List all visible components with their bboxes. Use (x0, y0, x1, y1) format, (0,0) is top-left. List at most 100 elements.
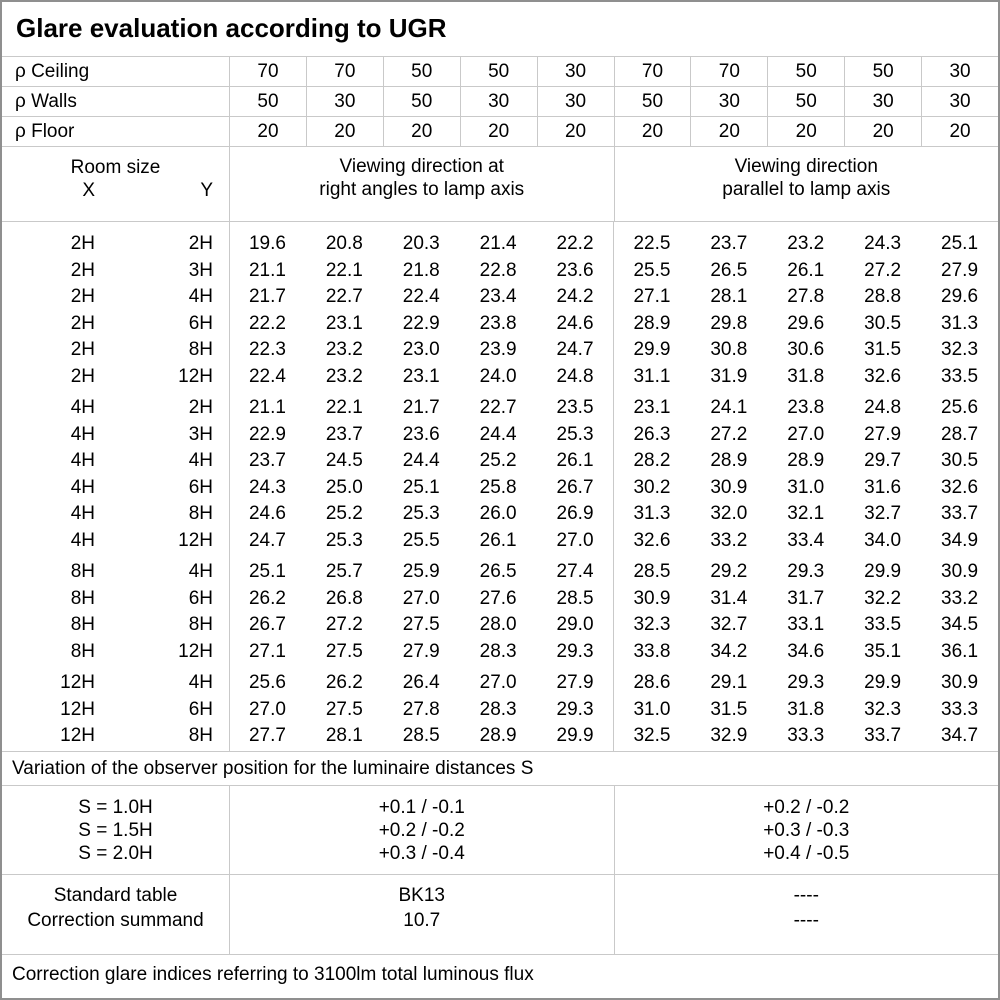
reflectance-value: 20 (613, 117, 691, 146)
ugr-value-right-angles: 26.0 (479, 503, 517, 524)
ugr-value-right-angles: 23.7 (248, 450, 286, 471)
ugr-value-parallel: 29.7 (864, 450, 902, 471)
ugr-value-right-angles: 25.1 (402, 476, 440, 498)
ugr-value-right-angles: 27.4 (556, 561, 594, 582)
ugr-value-right-angles: 25.1 (248, 561, 286, 582)
reflectance-row: ρ Walls 50 30 50 30 30 50 30 50 30 30 (2, 87, 998, 117)
ugr-value-parallel: 30.9 (633, 587, 671, 609)
ugr-value-right-angles: 29.0 (556, 614, 594, 635)
ugr-value-right-angles: 27.0 (248, 698, 286, 720)
ugr-value-right-angles: 21.8 (402, 259, 440, 281)
ugr-value-parallel: 32.7 (864, 503, 902, 524)
ugr-value-right-angles: 25.5 (402, 529, 440, 551)
ugr-value-parallel: 31.0 (633, 698, 671, 720)
reflectance-value: 30 (305, 87, 383, 116)
reflectance-value: 30 (844, 87, 921, 116)
ugr-value-right-angles: 24.0 (479, 365, 517, 387)
ugr-value-right-angles: 23.0 (402, 339, 440, 360)
reflectance-value: 50 (767, 87, 844, 116)
ugr-value-parallel: 28.6 (633, 672, 671, 693)
reflectance-value: 20 (382, 117, 460, 146)
ugr-value-right-angles: 26.4 (402, 672, 440, 693)
reflectance-value: 20 (690, 117, 767, 146)
reflectance-value: 30 (921, 57, 998, 86)
ugr-value-parallel: 28.5 (633, 561, 671, 582)
room-size-x: 4H (70, 476, 95, 498)
room-size-x: 2H (70, 259, 95, 281)
ugr-value-parallel: 25.6 (941, 397, 979, 418)
ugr-value-right-angles: 28.5 (402, 725, 440, 746)
ugr-value-right-angles: 24.5 (325, 450, 363, 471)
reflectance-value: 50 (613, 87, 691, 116)
ugr-value-right-angles: 21.7 (402, 397, 440, 418)
ugr-value-parallel: 31.9 (710, 365, 748, 387)
ugr-value-parallel: 29.8 (710, 312, 748, 334)
table-row: 4H 2H 21.1 22.1 21.7 22.7 23.5 23.1 24.1 23.8 24.8… (2, 395, 998, 422)
room-size-x: 4H (70, 529, 95, 551)
ugr-value-right-angles: 27.1 (248, 640, 286, 662)
ugr-value-right-angles: 28.1 (325, 725, 363, 746)
s-correction-right-angles: +0.2 / -0.2 (378, 820, 465, 841)
ugr-values-body: 2H 2H 19.6 20.8 20.3 21.4 22.2 22.5 23.7 23.2 24.3… (2, 222, 998, 752)
ugr-value-right-angles: 28.3 (479, 698, 517, 720)
ugr-value-parallel: 32.6 (864, 365, 902, 387)
ugr-value-parallel: 29.1 (710, 672, 748, 693)
ugr-value-right-angles: 22.1 (325, 259, 363, 281)
room-size-y: 8H (188, 614, 213, 635)
table-header-row: Room size X Y Viewing direction at right… (2, 147, 998, 222)
ugr-value-parallel: 28.7 (941, 423, 979, 445)
ugr-value-right-angles: 25.2 (325, 503, 363, 524)
ugr-value-parallel: 33.2 (710, 529, 748, 551)
room-size-y: 6H (188, 698, 213, 720)
reflectance-value: 20 (844, 117, 921, 146)
ugr-value-right-angles: 25.8 (479, 476, 517, 498)
ugr-value-parallel: 26.1 (787, 259, 825, 281)
ugr-value-right-angles: 24.7 (556, 339, 594, 360)
ugr-value-right-angles: 23.1 (402, 365, 440, 387)
reflectance-value: 50 (767, 57, 844, 86)
ugr-block: 2H 2H 19.6 20.8 20.3 21.4 22.2 22.5 23.7 23.2 24.3… (2, 231, 998, 390)
ugr-value-parallel: 31.5 (864, 339, 902, 360)
ugr-value-parallel: 34.6 (787, 640, 825, 662)
table-row: 12H 8H 27.7 28.1 28.5 28.9 29.9 32.5 32.9 33.3 33.… (2, 723, 998, 750)
ugr-value-parallel: 33.1 (787, 614, 825, 635)
ugr-value-right-angles: 26.7 (556, 476, 594, 498)
ugr-value-parallel: 30.9 (941, 672, 979, 693)
ugr-value-parallel: 24.3 (864, 233, 902, 254)
ugr-value-right-angles: 20.8 (325, 233, 363, 254)
ugr-value-parallel: 33.8 (633, 640, 671, 662)
reflectance-value: 70 (229, 57, 306, 86)
variation-note: Variation of the observer position for t… (2, 752, 998, 786)
ugr-value-parallel: 32.6 (941, 476, 979, 498)
ugr-value-right-angles: 26.1 (556, 450, 594, 471)
ugr-value-right-angles: 24.2 (556, 286, 594, 307)
room-size-x: 2H (70, 233, 95, 254)
ugr-value-parallel: 35.1 (864, 640, 902, 662)
spacing-labels: S = 1.0H S = 1.5H S = 2.0H (2, 786, 229, 874)
summary-value-parallel: ---- (793, 910, 819, 931)
room-size-x: 2H (70, 312, 95, 334)
reflectance-value: 30 (536, 57, 614, 86)
table-row: 4H 6H 24.3 25.0 25.1 25.8 26.7 30.2 30.9 31.0 31.6… (2, 475, 998, 502)
viewing-direction-right-angles-header: Viewing direction at right angles to lam… (229, 147, 614, 221)
ugr-value-parallel: 34.0 (864, 529, 902, 551)
ugr-value-parallel: 32.1 (787, 503, 825, 524)
room-size-x: 8H (70, 587, 95, 609)
room-size-x: 2H (70, 365, 95, 387)
ugr-value-parallel: 30.5 (864, 312, 902, 334)
ugr-value-parallel: 28.1 (710, 286, 748, 307)
ugr-value-right-angles: 25.6 (248, 672, 286, 693)
reflectance-label: ρ Walls (15, 91, 77, 112)
table-row: 4H 3H 22.9 23.7 23.6 24.4 25.3 26.3 27.2 27.0 27.9… (2, 422, 998, 449)
header-line: right angles to lamp axis (319, 179, 525, 200)
summary-value-right-angles: 10.7 (403, 910, 441, 931)
group-separator (613, 222, 614, 751)
ugr-value-parallel: 32.9 (710, 725, 748, 746)
ugr-value-right-angles: 26.5 (479, 561, 517, 582)
room-size-x: 12H (60, 725, 95, 746)
reflectance-value: 70 (613, 57, 691, 86)
ugr-value-parallel: 31.6 (864, 476, 902, 498)
s-correction-parallel: +0.3 / -0.3 (763, 820, 850, 841)
spacing-values-parallel: +0.2 / -0.2 +0.3 / -0.3 +0.4 / -0.5 (613, 786, 999, 874)
